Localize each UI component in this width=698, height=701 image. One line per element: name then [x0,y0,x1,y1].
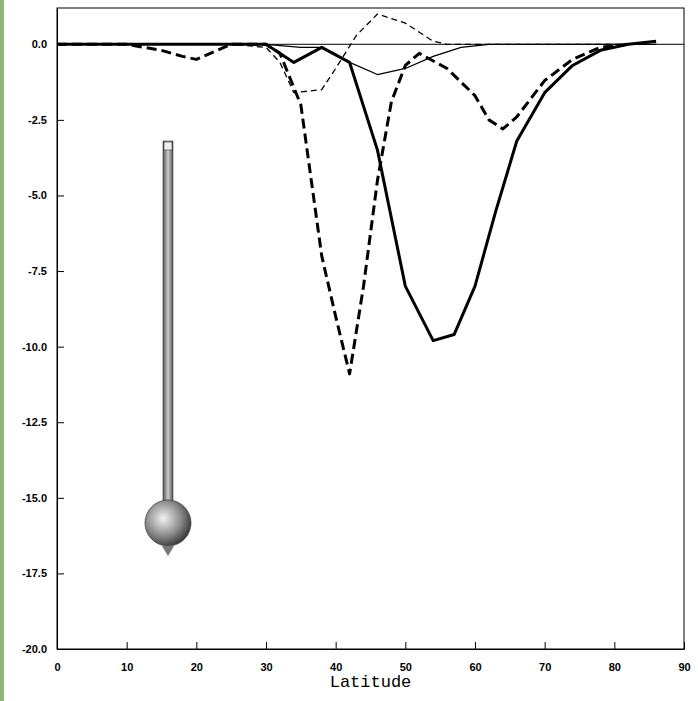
tick-label: 50 [400,661,412,673]
tick: -15.0 [22,492,64,504]
tick-label: 60 [469,661,481,673]
tick-label: -20.0 [22,643,47,655]
tick-mark [196,642,197,649]
data-area [57,14,684,374]
tick-label: 0 [54,661,60,673]
y-axis: 0.0 -2.5 -5.0 -7.5 -10.0 -12.5 -15.0 -17.5 -20.0 [22,9,64,656]
tick-mark [405,642,406,649]
tick-mark [475,642,476,649]
pendulum-rod [163,141,173,506]
tick-mark [57,573,64,574]
tick-label: -7.5 [28,265,47,277]
tick-label: 80 [609,661,621,673]
tick-label: -15.0 [22,492,47,504]
tick-label: 30 [260,661,272,673]
series-line [57,44,656,74]
tick-label: 0.0 [32,38,47,50]
tick-label: 90 [678,661,690,673]
tick: -2.5 [28,114,64,126]
tick: 70 [539,642,551,673]
tick: -5.0 [28,189,64,201]
tick-mark [57,498,64,499]
plot-frame [57,8,684,649]
tick: -10.0 [22,341,64,353]
tick: 20 [191,642,203,673]
tick: 10 [121,642,133,673]
tick-label: 20 [191,661,203,673]
tick: -7.5 [28,265,64,277]
tick: 30 [260,642,272,673]
tick-label: -10.0 [22,341,47,353]
axis-title: Latitude [330,673,412,692]
tick: -20.0 [22,643,64,655]
pendulum-pivot [164,142,172,150]
series-line [57,41,656,340]
tick: 60 [469,642,481,673]
tick-mark [127,642,128,649]
pendulum-tip [162,546,174,556]
tick-mark [57,195,64,196]
pendulum-bob [145,500,191,546]
tick-mark [57,422,64,423]
series-line [57,44,628,374]
side-strip [0,0,4,701]
x-axis: 0 10 20 30 40 50 60 70 80 90 [54,642,690,673]
tick-mark [266,642,267,649]
tick-label: -2.5 [28,114,47,126]
axis-line [57,9,58,650]
pendulum-illustration [145,141,191,556]
tick-mark [57,271,64,272]
tick-mark [336,642,337,649]
tick-mark [57,347,64,348]
tick-label: 40 [330,661,342,673]
tick: 80 [609,642,621,673]
tick-label: 10 [121,661,133,673]
tick: 40 [330,642,342,673]
tick-label: -12.5 [22,416,47,428]
tick-mark [57,649,64,650]
tick: 50 [400,642,412,673]
tick-label: -17.5 [22,567,47,579]
tick-mark [57,120,64,121]
tick-mark [545,642,546,649]
tick-label: -5.0 [28,189,47,201]
series-line [57,14,656,93]
tick: -17.5 [22,567,64,579]
tick-mark [614,642,615,649]
chart: 0 10 20 30 40 50 60 70 80 90 0.0 -2.5 -5.0 -7.5 -10.0 -… [0,0,698,701]
plot: 0 10 20 30 40 50 60 70 80 90 0.0 -2.5 -5.0 -7.5 -10.0 -… [22,8,691,673]
axis-line [58,649,685,650]
tick: 90 [678,642,690,673]
tick-mark [684,642,685,649]
tick-label: 70 [539,661,551,673]
tick: -12.5 [22,416,64,428]
